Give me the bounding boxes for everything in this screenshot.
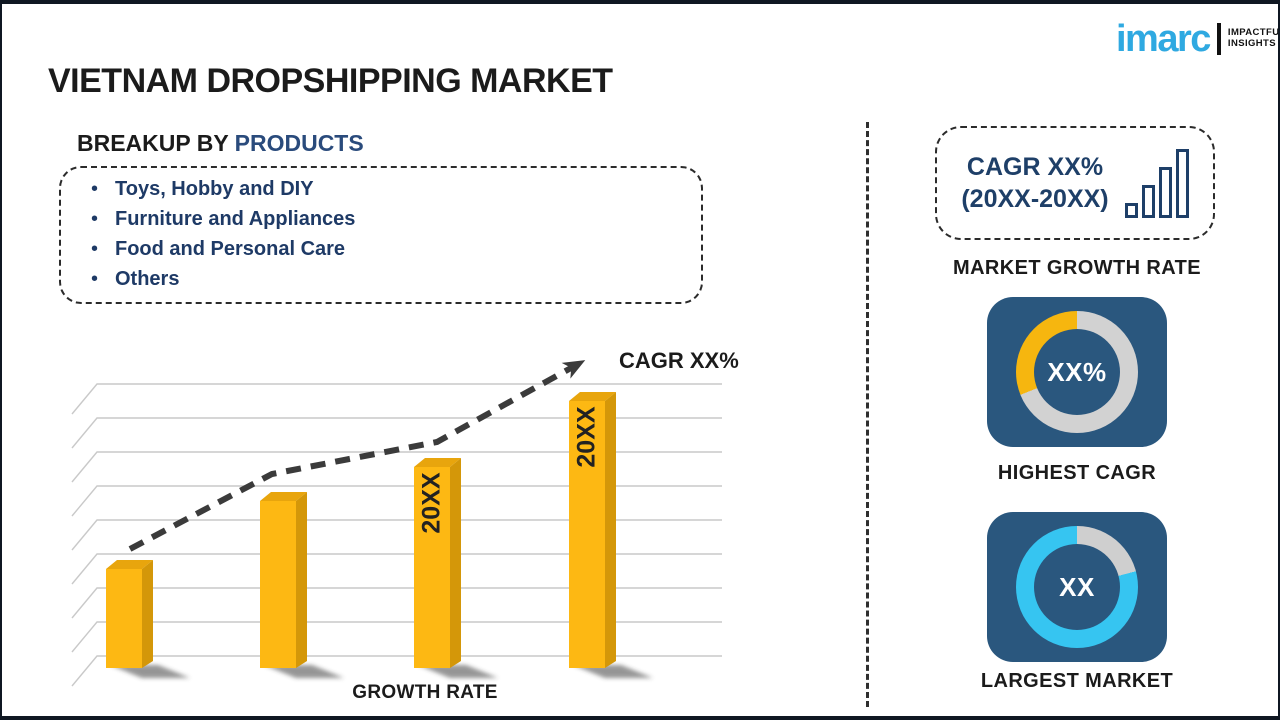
bar-shadows bbox=[110, 665, 653, 678]
product-item-label: Others bbox=[115, 268, 180, 290]
list-item: • Toys, Hobby and DIY bbox=[91, 178, 701, 208]
breakup-heading: BREAKUP BY PRODUCTS bbox=[77, 130, 364, 157]
bullet-icon: • bbox=[91, 238, 99, 260]
cagr-box-line1: CAGR XX% bbox=[966, 152, 1104, 181]
largest-market-card: XX bbox=[987, 512, 1167, 662]
highest-cagr-donut-chart: XX% bbox=[1016, 311, 1138, 433]
largest-market-label: LARGEST MARKET bbox=[980, 670, 1174, 692]
market-growth-rate-label: MARKET GROWTH RATE bbox=[953, 257, 1201, 279]
bullet-icon: • bbox=[91, 178, 99, 200]
cagr-box-line2: (20XX-20XX) bbox=[961, 185, 1109, 213]
section-divider bbox=[866, 122, 869, 707]
breakup-heading-prefix: BREAKUP BY bbox=[77, 130, 235, 156]
bullet-icon: • bbox=[91, 268, 99, 290]
logo-tagline-line1: IMPACTFUL bbox=[1227, 27, 1280, 39]
logo-tagline: IMPACTFUL INSIGHTS bbox=[1227, 27, 1280, 50]
list-item: • Food and Personal Care bbox=[91, 238, 701, 268]
bar-4: 20XX bbox=[569, 392, 616, 668]
cagr-annotation: CAGR XX% bbox=[619, 348, 739, 373]
bar-1 bbox=[106, 560, 153, 668]
product-item-label: Food and Personal Care bbox=[115, 238, 346, 260]
right-panel: CAGR XX% (20XX-20XX) MARKET GROWTH RATE … bbox=[902, 4, 1252, 716]
bar-2 bbox=[260, 492, 307, 668]
donut-hole: XX% bbox=[1034, 329, 1120, 415]
donut-hole: XX bbox=[1034, 544, 1120, 630]
list-item: • Others bbox=[91, 268, 701, 298]
highest-cagr-value: XX% bbox=[1047, 356, 1107, 387]
page-title: VIETNAM DROPSHIPPING MARKET bbox=[48, 62, 613, 100]
chart-gridlines bbox=[71, 383, 722, 687]
bar-series: 20XX 20XX bbox=[106, 392, 616, 668]
xaxis-label: GROWTH RATE bbox=[352, 682, 498, 703]
imarc-logo: imarc IMPACTFUL INSIGHTS bbox=[1116, 18, 1280, 60]
bar-year-label: 20XX bbox=[418, 472, 446, 533]
logo-divider-bar bbox=[1216, 23, 1221, 55]
bar-year-label: 20XX bbox=[573, 406, 601, 467]
largest-market-value: XX bbox=[1059, 571, 1095, 602]
cagr-box-text: CAGR XX% (20XX-20XX) bbox=[961, 151, 1108, 216]
trend-arrow bbox=[128, 360, 586, 552]
growth-bar-chart: 20XX 20XX CAGR XX% bbox=[68, 337, 748, 689]
imarc-logo-wordmark: imarc bbox=[1116, 18, 1211, 60]
highest-cagr-label: HIGHEST CAGR bbox=[997, 462, 1157, 484]
products-list-box: • Toys, Hobby and DIY • Furniture and Ap… bbox=[59, 166, 703, 304]
largest-market-donut-chart: XX bbox=[1016, 526, 1138, 648]
bullet-icon: • bbox=[91, 208, 99, 230]
growing-bar-chart-icon bbox=[1124, 148, 1189, 218]
product-item-label: Furniture and Appliances bbox=[115, 208, 356, 230]
cagr-box: CAGR XX% (20XX-20XX) bbox=[935, 126, 1215, 240]
highest-cagr-card: XX% bbox=[987, 297, 1167, 447]
list-item: • Furniture and Appliances bbox=[91, 208, 701, 238]
breakup-heading-highlight: PRODUCTS bbox=[234, 130, 364, 156]
logo-tagline-line2: INSIGHTS bbox=[1227, 38, 1276, 49]
bar-3: 20XX bbox=[414, 458, 461, 668]
growth-bar-chart-svg: 20XX 20XX CAGR XX% bbox=[71, 348, 739, 687]
product-item-label: Toys, Hobby and DIY bbox=[115, 178, 314, 200]
